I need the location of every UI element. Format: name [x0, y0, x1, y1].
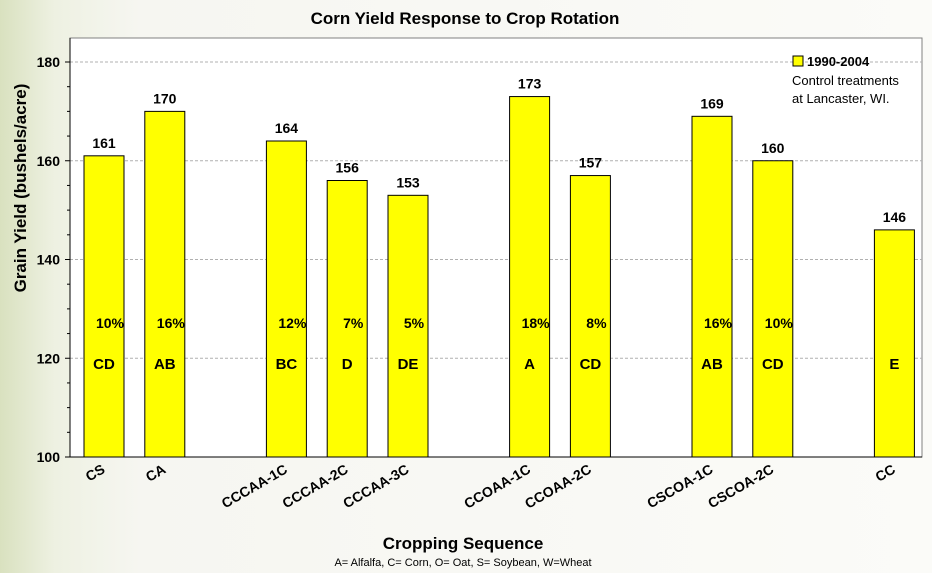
- bar-percent-label: 10%: [96, 315, 125, 331]
- x-tick-label: CC: [872, 461, 898, 485]
- bar-group-letter: E: [889, 356, 899, 373]
- bar-group-letter: CD: [580, 356, 602, 373]
- bar-percent-label: 12%: [278, 315, 307, 331]
- y-tick-label: 100: [37, 449, 61, 465]
- bar-group-letter: AB: [154, 356, 176, 373]
- bar-group-letter: AB: [701, 356, 723, 373]
- bar-percent-label: 16%: [704, 315, 733, 331]
- bar-value-label: 164: [275, 120, 299, 136]
- bar-value-label: 169: [700, 95, 724, 111]
- x-tick-label: CS: [83, 461, 108, 485]
- y-tick-label: 120: [37, 350, 61, 366]
- bar-value-label: 161: [92, 135, 116, 151]
- bar: [569, 175, 611, 458]
- bar-labels: 161 10% CD 170 16% AB 164 12% BC 156 7% D 153 5% DE 173…: [92, 76, 906, 373]
- x-tick-label: CA: [143, 461, 169, 485]
- bar: [387, 194, 429, 458]
- y-tick-label: 180: [37, 54, 61, 70]
- legend: 1990-2004 Control treatments at Lancaste…: [792, 54, 899, 106]
- bar: [83, 155, 125, 458]
- bar: [265, 140, 307, 458]
- bar-value-label: 160: [761, 140, 785, 156]
- footnote: A= Alfalfa, C= Corn, O= Oat, S= Soybean,…: [334, 557, 591, 569]
- y-tick-label: 160: [37, 153, 61, 169]
- bar-group-letter: BC: [276, 356, 298, 373]
- bar-group-letter: A: [524, 356, 535, 373]
- bar: [752, 160, 794, 458]
- bar: [873, 229, 915, 458]
- bar: [326, 180, 368, 458]
- bar-value-label: 146: [883, 209, 907, 225]
- bar-group-letter: CD: [93, 356, 115, 373]
- bar-value-label: 156: [336, 160, 360, 176]
- legend-swatch: [792, 55, 804, 67]
- x-tick-label: CCCAA-3C: [340, 461, 411, 511]
- bar-group-letter: DE: [398, 356, 419, 373]
- bar: [144, 110, 186, 458]
- x-tick-label: CSCOA-2C: [705, 461, 776, 511]
- bar-value-label: 173: [518, 76, 542, 92]
- bar-group-letter: D: [342, 356, 353, 373]
- y-tick-label: 140: [37, 252, 61, 268]
- bar-value-label: 153: [396, 174, 420, 190]
- x-tick-label: CCCAA-1C: [219, 461, 290, 511]
- bar-percent-label: 5%: [404, 315, 425, 331]
- bars: [83, 96, 915, 458]
- legend-series-label: 1990-2004: [807, 54, 870, 69]
- bar-percent-label: 10%: [765, 315, 794, 331]
- bar-percent-label: 8%: [586, 315, 607, 331]
- bar-group-letter: CD: [762, 356, 784, 373]
- y-axis-title: Grain Yield (bushels/acre): [11, 84, 30, 293]
- x-axis-title: Cropping Sequence: [383, 534, 544, 553]
- bar: [509, 96, 551, 458]
- y-axis: 100 120 140 160 180: [37, 38, 922, 465]
- bar: [691, 115, 733, 458]
- bar-percent-label: 7%: [343, 315, 364, 331]
- legend-note-line2: at Lancaster, WI.: [792, 91, 890, 106]
- bar-percent-label: 18%: [522, 315, 551, 331]
- x-tick-label: CCOAA-1C: [461, 461, 533, 512]
- chart-title: Corn Yield Response to Crop Rotation: [311, 9, 620, 28]
- bar-value-label: 170: [153, 90, 177, 106]
- x-tick-label: CCOAA-2C: [522, 461, 594, 512]
- x-tick-label: CCCAA-2C: [279, 461, 350, 511]
- bar-percent-label: 16%: [157, 315, 186, 331]
- legend-note-line1: Control treatments: [792, 73, 899, 88]
- x-tick-label: CSCOA-1C: [644, 461, 715, 511]
- bar-value-label: 157: [579, 155, 603, 171]
